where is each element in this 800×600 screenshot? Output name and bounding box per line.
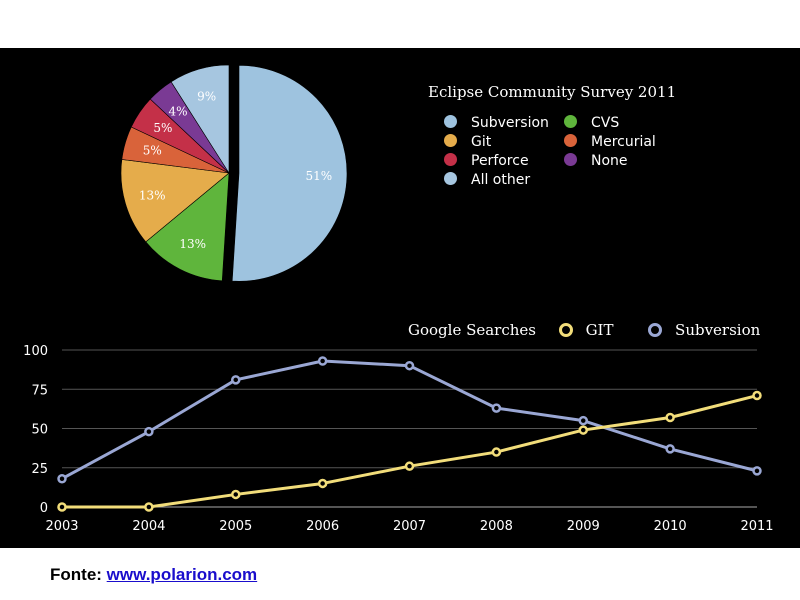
- pie-slice-git: [120, 159, 230, 243]
- line-chart: 0 25 50 75 100 2003 2004 2005 2006 2007 2008 2009 20…: [23, 344, 773, 534]
- source-footer: Fonte: www.polarion.com: [50, 565, 257, 585]
- x-tick-2004: 2004: [132, 519, 165, 534]
- legend-label-subversion: Subversion: [471, 115, 549, 131]
- legend-label-subversion: Subversion: [675, 321, 761, 339]
- point-git-2003: [57, 502, 67, 512]
- point-subversion-2006: [317, 356, 328, 366]
- pie-chart-title: Eclipse Community Survey 2011: [428, 83, 677, 101]
- pie-label-perforce: 5%: [153, 121, 172, 135]
- y-tick-25: 25: [31, 462, 48, 477]
- point-git-2008: [491, 447, 502, 457]
- legend-swatch-mercurial: [564, 134, 577, 147]
- series-line-git: [62, 394, 758, 509]
- legend-label-cvs: CVS: [591, 115, 620, 131]
- point-subversion-2009: [578, 415, 588, 426]
- legend-item-all-other: All other: [444, 172, 530, 188]
- legend-item-cvs: CVS: [564, 115, 619, 131]
- x-tick-2011: 2011: [740, 519, 773, 534]
- legend-swatch-perforce: [444, 153, 457, 166]
- x-tick-2010: 2010: [654, 519, 687, 534]
- x-tick-2006: 2006: [306, 519, 339, 534]
- point-subversion-2010: [665, 444, 675, 454]
- legend-swatch-all-other: [444, 172, 457, 185]
- legend-label-none: None: [591, 153, 628, 169]
- pie-label-cvs: 13%: [179, 237, 206, 251]
- point-git-2005: [231, 489, 241, 500]
- y-tick-75: 75: [31, 383, 48, 398]
- legend-label-perforce: Perforce: [471, 153, 529, 169]
- legend-marker-subversion: [648, 323, 663, 337]
- x-tick-2009: 2009: [567, 519, 600, 534]
- legend-item-git: Git: [444, 134, 491, 150]
- pie-slice-all-other: [170, 64, 230, 175]
- legend-swatch-subversion: [444, 115, 457, 128]
- y-tick-50: 50: [31, 423, 48, 438]
- x-tick-2007: 2007: [393, 519, 426, 534]
- point-git-2011: [752, 390, 762, 401]
- point-git-2006: [317, 478, 328, 489]
- point-subversion-2011: [752, 466, 762, 476]
- slide-canvas: 51% 13% 13% 5% 5% 4% 9% Eclipse Community Surv…: [0, 48, 800, 548]
- x-tick-2005: 2005: [219, 519, 252, 534]
- point-subversion-2008: [491, 403, 502, 413]
- legend-item-subversion: Subversion: [444, 115, 549, 131]
- point-subversion-2005: [231, 375, 241, 385]
- pie-label-subversion: 51%: [306, 169, 333, 183]
- point-subversion-2007: [404, 360, 415, 371]
- legend-item-mercurial: Mercurial: [564, 134, 656, 150]
- legend-label-git: Git: [471, 134, 492, 150]
- point-subversion-2003: [57, 473, 67, 484]
- pie-label-none: 4%: [169, 104, 188, 118]
- legend-item-none: None: [564, 153, 628, 169]
- line-chart-title: Google Searches: [408, 321, 536, 339]
- x-tick-2003: 2003: [45, 519, 78, 534]
- legend-marker-git: [558, 323, 573, 337]
- source-link[interactable]: www.polarion.com: [106, 565, 258, 584]
- y-tick-0: 0: [40, 501, 48, 516]
- point-git-2007: [404, 461, 415, 471]
- y-tick-100: 100: [23, 344, 48, 359]
- pie-slice-subversion: [231, 65, 348, 282]
- legend-swatch-git: [444, 134, 457, 147]
- legend-label-git: GIT: [585, 321, 614, 339]
- legend-label-mercurial: Mercurial: [591, 134, 656, 150]
- pie-slice-cvs: [145, 172, 230, 282]
- footer-label: Fonte:: [50, 565, 102, 584]
- legend-label-all-other: All other: [471, 172, 531, 188]
- point-subversion-2004: [144, 426, 154, 437]
- pie-chart: 51% 13% 13% 5% 5% 4% 9%: [120, 64, 348, 282]
- legend-item-perforce: Perforce: [444, 153, 529, 169]
- line-legend: Google Searches GIT Subversion: [408, 320, 760, 339]
- point-git-2010: [665, 412, 675, 423]
- legend-swatch-cvs: [564, 115, 577, 128]
- point-git-2004: [144, 502, 154, 512]
- pie-label-mercurial: 5%: [143, 144, 162, 158]
- pie-label-all-other: 9%: [197, 89, 216, 103]
- legend-swatch-none: [564, 153, 577, 166]
- pie-label-git: 13%: [139, 188, 166, 202]
- point-git-2009: [578, 425, 588, 435]
- x-tick-2008: 2008: [480, 519, 513, 534]
